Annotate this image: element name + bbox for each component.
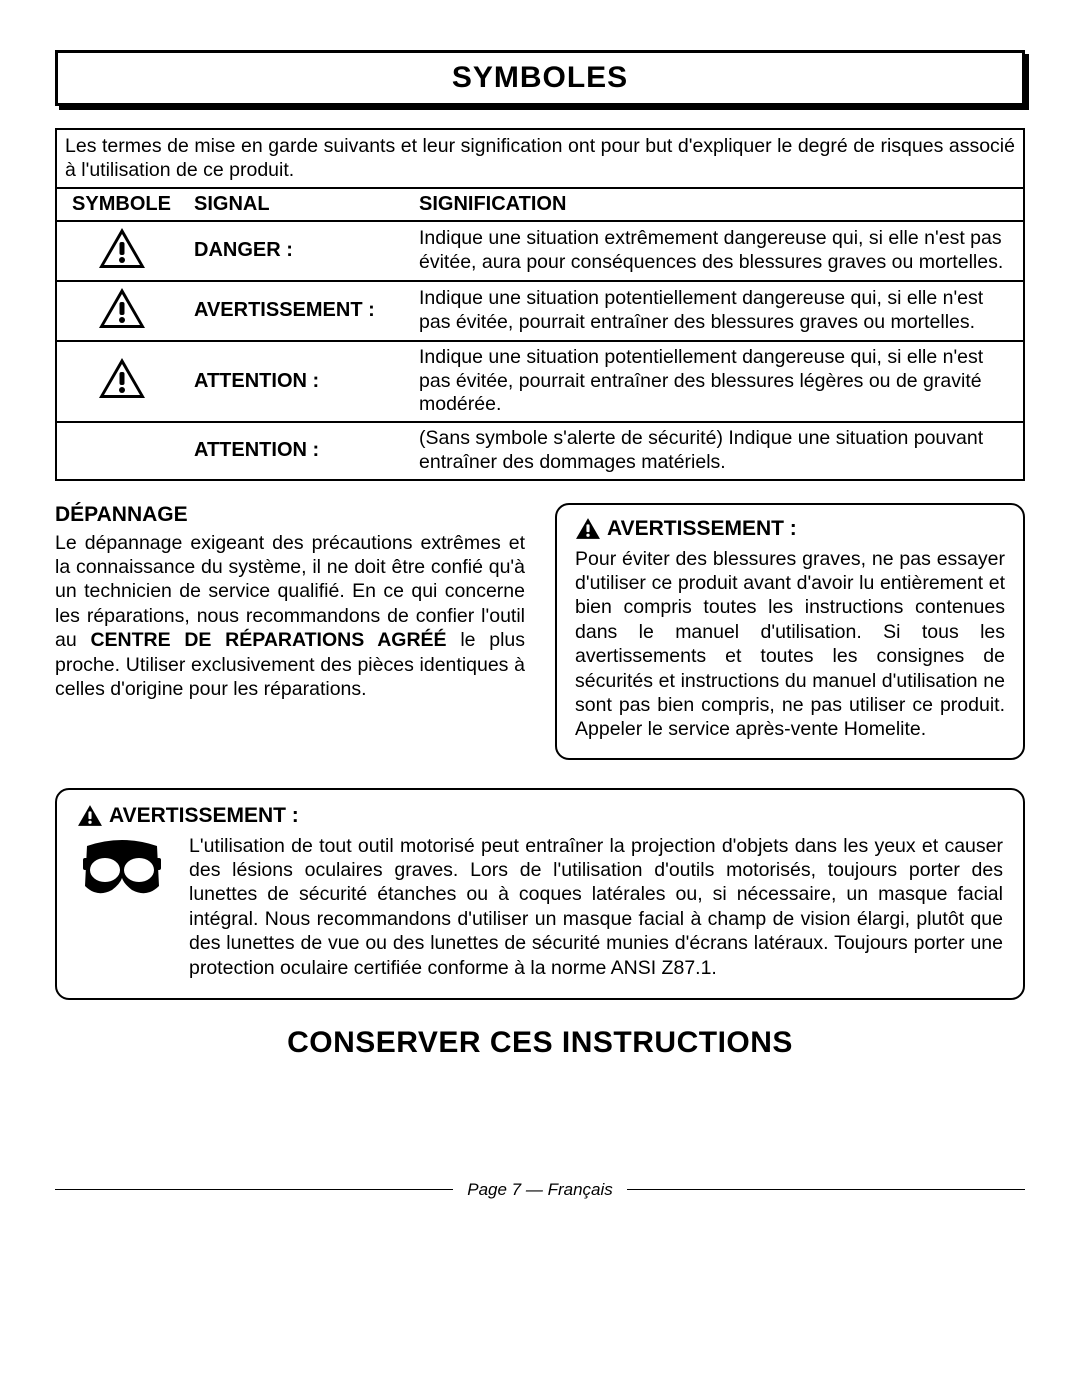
avert-right-column: AVERTISSEMENT : Pour éviter des blessure… bbox=[555, 503, 1025, 760]
symbol-cell bbox=[56, 221, 186, 281]
symbol-cell bbox=[56, 341, 186, 422]
symbol-cell-empty bbox=[56, 422, 186, 480]
warning-triangle-icon bbox=[97, 226, 147, 270]
avert2-heading-row: AVERTISSEMENT : bbox=[77, 804, 1003, 828]
avert1-heading: AVERTISSEMENT : bbox=[607, 517, 797, 541]
footer-line-right bbox=[627, 1189, 1025, 1190]
table-row: ATTENTION : Indique une situation potent… bbox=[56, 341, 1024, 422]
footer-line-left bbox=[55, 1189, 453, 1190]
signal-cell: DANGER : bbox=[186, 221, 411, 281]
header-row: SYMBOLE SIGNAL SIGNIFICATION bbox=[56, 188, 1024, 221]
title-box: SYMBOLES bbox=[55, 50, 1025, 106]
warning-triangle-icon bbox=[97, 286, 147, 330]
meaning-cell: Indique une situation potentiellement da… bbox=[411, 341, 1024, 422]
warning-triangle-icon bbox=[77, 804, 103, 827]
signal-cell: ATTENTION : bbox=[186, 341, 411, 422]
goggles-icon bbox=[77, 838, 167, 908]
avert2-heading: AVERTISSEMENT : bbox=[109, 804, 299, 828]
avert2-body: L'utilisation de tout outil motorisé peu… bbox=[189, 834, 1003, 980]
intro-row: Les termes de mise en garde suivants et … bbox=[56, 129, 1024, 188]
avert-callout-1: AVERTISSEMENT : Pour éviter des blessure… bbox=[555, 503, 1025, 760]
table-row: AVERTISSEMENT : Indique une situation po… bbox=[56, 281, 1024, 341]
depannage-body: Le dépannage exigeant des précautions ex… bbox=[55, 531, 525, 702]
avert1-heading-row: AVERTISSEMENT : bbox=[575, 517, 1005, 541]
table-row: ATTENTION : (Sans symbole s'alerte de sé… bbox=[56, 422, 1024, 480]
intro-text: Les termes de mise en garde suivants et … bbox=[56, 129, 1024, 188]
depannage-section: DÉPANNAGE Le dépannage exigeant des préc… bbox=[55, 503, 525, 760]
save-instructions: CONSERVER CES INSTRUCTIONS bbox=[55, 1026, 1025, 1060]
signal-cell: AVERTISSEMENT : bbox=[186, 281, 411, 341]
meaning-cell: Indique une situation extrêmement danger… bbox=[411, 221, 1024, 281]
header-signification: SIGNIFICATION bbox=[411, 188, 1024, 221]
warning-triangle-icon bbox=[575, 517, 601, 540]
two-column-section: DÉPANNAGE Le dépannage exigeant des préc… bbox=[55, 503, 1025, 760]
page-footer: Page 7 — Français bbox=[55, 1180, 1025, 1200]
table-row: DANGER : Indique une situation extrêmeme… bbox=[56, 221, 1024, 281]
meaning-cell: Indique une situation potentiellement da… bbox=[411, 281, 1024, 341]
warning-triangle-icon bbox=[97, 356, 147, 400]
symbol-cell bbox=[56, 281, 186, 341]
avert1-body: Pour éviter des blessures graves, ne pas… bbox=[575, 547, 1005, 742]
header-signal: SIGNAL bbox=[186, 188, 411, 221]
depannage-bold: CENTRE DE RÉPARATIONS AGRÉÉ bbox=[90, 629, 446, 651]
meaning-cell: (Sans symbole s'alerte de sécurité) Indi… bbox=[411, 422, 1024, 480]
header-symbole: SYMBOLE bbox=[56, 188, 186, 221]
avert2-body-row: L'utilisation de tout outil motorisé peu… bbox=[77, 834, 1003, 980]
avert-callout-2: AVERTISSEMENT : L'utilisation de tout ou… bbox=[55, 788, 1025, 1000]
signal-cell: ATTENTION : bbox=[186, 422, 411, 480]
symbols-table: Les termes de mise en garde suivants et … bbox=[55, 128, 1025, 481]
footer-text: Page 7 — Français bbox=[467, 1180, 613, 1200]
depannage-heading: DÉPANNAGE bbox=[55, 503, 525, 527]
page-title: SYMBOLES bbox=[58, 61, 1022, 95]
